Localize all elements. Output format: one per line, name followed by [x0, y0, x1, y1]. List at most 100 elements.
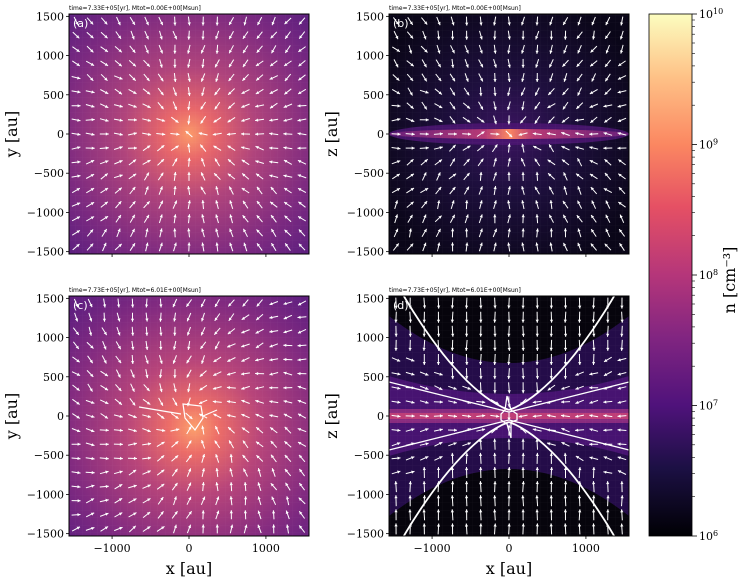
velocity-arrow-head	[199, 413, 203, 417]
velocity-arrow-head	[481, 131, 485, 135]
y-tick-label: 500	[363, 89, 384, 102]
velocity-arrow-head	[589, 160, 594, 164]
velocity-arrow-head	[395, 228, 399, 233]
velocity-arrow-head	[255, 104, 259, 108]
velocity-arrow-head	[133, 428, 137, 433]
velocity-arrow-head	[425, 132, 429, 136]
velocity-arrow-head	[464, 523, 469, 527]
velocity-arrow-head	[173, 78, 177, 82]
velocity-arrow-head	[493, 390, 497, 394]
velocity-arrow-head	[104, 62, 109, 66]
velocity-arrow-head	[131, 388, 135, 392]
velocity-arrow-head	[297, 132, 301, 136]
velocity-arrow-head	[118, 359, 122, 364]
velocity-arrow-head	[450, 523, 455, 527]
velocity-arrow-head	[436, 509, 440, 513]
velocity-arrow-head	[410, 63, 414, 67]
velocity-arrow-head	[91, 443, 95, 447]
velocity-arrow-head	[243, 22, 247, 26]
velocity-arrow-head	[133, 484, 137, 488]
velocity-arrow-head	[549, 376, 553, 380]
velocity-arrow-head	[104, 415, 108, 419]
velocity-arrow-head	[188, 496, 192, 501]
velocity-arrow-head	[618, 202, 622, 205]
velocity-arrow-head	[620, 319, 624, 323]
velocity-arrow-head	[439, 119, 443, 122]
velocity-arrow-head	[132, 49, 136, 53]
velocity-arrow-head	[229, 21, 233, 25]
velocity-arrow-head	[90, 373, 94, 377]
velocity-arrow-head	[241, 118, 245, 122]
velocity-arrow-head	[174, 200, 177, 204]
velocity-arrow-head	[104, 77, 108, 81]
velocity-arrow-head	[132, 77, 136, 81]
velocity-arrow-head	[161, 118, 166, 122]
velocity-arrow-head	[479, 390, 483, 394]
velocity-arrow-head	[90, 345, 94, 349]
velocity-arrow-head	[201, 200, 205, 204]
velocity-arrow-head	[269, 174, 273, 178]
velocity-arrow-head	[187, 346, 191, 350]
velocity-arrow-head	[437, 50, 441, 54]
velocity-arrow-head	[173, 64, 177, 68]
velocity-arrow-head	[521, 64, 525, 68]
velocity-arrow-head	[450, 242, 455, 246]
velocity-arrow-head	[147, 456, 152, 460]
velocity-arrow-head	[271, 215, 275, 219]
velocity-arrow-head	[589, 400, 593, 404]
velocity-arrow-head	[188, 454, 192, 459]
panel-image	[389, 296, 629, 536]
velocity-arrow-head	[450, 509, 454, 513]
velocity-arrow-head	[284, 469, 289, 473]
velocity-arrow-head	[577, 21, 581, 26]
velocity-arrow-head	[578, 333, 582, 337]
velocity-arrow-head	[422, 333, 426, 337]
velocity-arrow-head	[409, 77, 414, 81]
velocity-arrow-head	[507, 228, 511, 232]
velocity-arrow-head	[255, 399, 259, 403]
velocity-arrow-head	[521, 495, 525, 499]
velocity-arrow-head	[229, 453, 233, 458]
velocity-arrow-head	[451, 200, 455, 204]
velocity-arrow-head	[493, 495, 497, 499]
x-tick-label: 1000	[572, 542, 600, 555]
velocity-arrow-head	[187, 143, 191, 147]
velocity-arrow-head	[592, 523, 596, 527]
velocity-arrow-head	[464, 347, 469, 351]
velocity-arrow-head	[534, 106, 538, 110]
velocity-arrow-head	[104, 188, 109, 191]
velocity-arrow-head	[134, 118, 137, 122]
velocity-arrow-head	[271, 228, 275, 233]
velocity-arrow-head	[298, 63, 302, 67]
velocity-arrow-head	[118, 484, 123, 488]
velocity-arrow-head	[255, 413, 259, 417]
velocity-arrow-head	[467, 414, 472, 418]
velocity-arrow-head	[479, 186, 483, 190]
velocity-arrow-head	[241, 316, 246, 320]
velocity-arrow-head	[493, 319, 497, 323]
velocity-arrow-head	[493, 438, 497, 442]
velocity-arrow-head	[479, 242, 483, 246]
velocity-arrow-head	[244, 524, 248, 528]
velocity-arrow-head	[214, 106, 218, 110]
x-axis-label: x [au]	[486, 559, 532, 578]
velocity-arrow-head	[605, 77, 609, 82]
velocity-arrow-head	[450, 347, 454, 351]
velocity-arrow-head	[617, 400, 621, 404]
velocity-arrow-head	[604, 358, 608, 362]
velocity-arrow-head	[465, 467, 469, 471]
velocity-arrow-head	[103, 346, 107, 350]
velocity-arrow-head	[269, 414, 273, 418]
velocity-arrow-head	[241, 386, 245, 390]
velocity-arrow-head	[604, 119, 608, 123]
velocity-arrow-head	[493, 452, 497, 456]
velocity-arrow-head	[493, 481, 497, 485]
velocity-arrow-head	[479, 214, 483, 218]
velocity-arrow-head	[201, 360, 205, 364]
velocity-arrow-head	[297, 330, 302, 334]
velocity-arrow-head	[603, 414, 607, 418]
velocity-arrow-head	[578, 362, 582, 365]
velocity-arrow-head	[298, 216, 302, 220]
velocity-arrow-head	[214, 91, 218, 96]
velocity-arrow-head	[424, 201, 428, 205]
